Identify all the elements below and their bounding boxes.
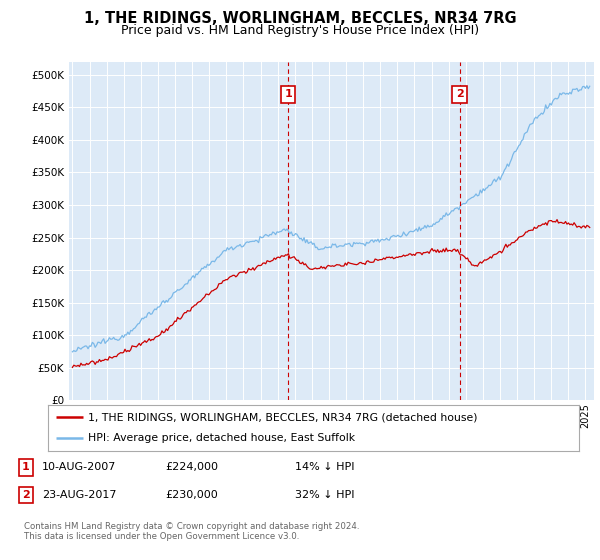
Text: 1: 1 — [284, 89, 292, 99]
Text: £230,000: £230,000 — [165, 490, 218, 500]
Text: 2: 2 — [22, 490, 30, 500]
Text: 1: 1 — [22, 463, 30, 473]
Text: 1, THE RIDINGS, WORLINGHAM, BECCLES, NR34 7RG: 1, THE RIDINGS, WORLINGHAM, BECCLES, NR3… — [83, 11, 517, 26]
Text: 23-AUG-2017: 23-AUG-2017 — [42, 490, 116, 500]
Text: 32% ↓ HPI: 32% ↓ HPI — [295, 490, 355, 500]
Text: Price paid vs. HM Land Registry's House Price Index (HPI): Price paid vs. HM Land Registry's House … — [121, 24, 479, 36]
Text: 2: 2 — [456, 89, 463, 99]
Text: HPI: Average price, detached house, East Suffolk: HPI: Average price, detached house, East… — [88, 433, 355, 444]
Text: 1, THE RIDINGS, WORLINGHAM, BECCLES, NR34 7RG (detached house): 1, THE RIDINGS, WORLINGHAM, BECCLES, NR3… — [88, 412, 478, 422]
Text: £224,000: £224,000 — [165, 463, 218, 473]
Text: 14% ↓ HPI: 14% ↓ HPI — [295, 463, 355, 473]
Text: Contains HM Land Registry data © Crown copyright and database right 2024.
This d: Contains HM Land Registry data © Crown c… — [24, 522, 359, 542]
Text: 10-AUG-2007: 10-AUG-2007 — [42, 463, 116, 473]
